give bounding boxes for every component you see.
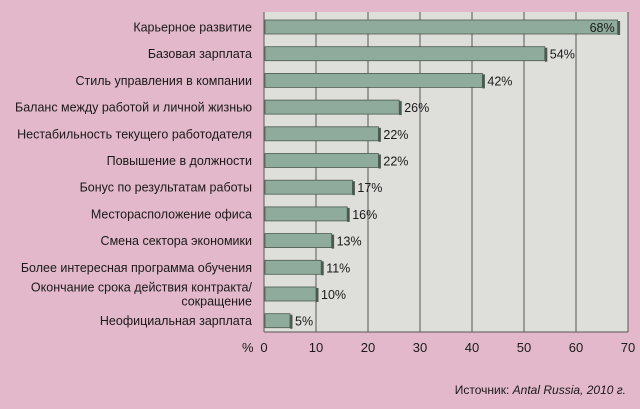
source-prefix: Источник: (455, 383, 513, 397)
bar (264, 99, 400, 115)
source-note: Источник: Antal Russia, 2010 г. (455, 383, 626, 397)
bar (264, 46, 546, 62)
bar (264, 153, 379, 168)
x-axis-unit-label: % (242, 340, 254, 355)
category-label: Более интересная программа обучения (21, 261, 252, 275)
x-tick-label: 30 (413, 340, 427, 355)
bar-shadow (617, 21, 621, 35)
bar-shadow (347, 207, 350, 222)
category-label: Баланс между работой и личной жизнью (15, 101, 252, 115)
value-label: 10% (321, 288, 346, 302)
category-label: Карьерное развитие (133, 21, 252, 35)
value-label: 42% (487, 74, 512, 88)
category-label: Стиль управления в компании (75, 74, 252, 88)
value-label: 5% (295, 315, 313, 329)
category-label: сокращение (181, 295, 252, 309)
bar-shadow (352, 181, 355, 196)
value-label: 54% (550, 48, 575, 62)
bar-shadow (331, 234, 335, 249)
gridlines (263, 12, 629, 333)
x-tick-label: 0 (260, 340, 267, 355)
bar-shadow (482, 74, 485, 89)
x-tick-label: 40 (465, 340, 479, 355)
value-label: 11% (326, 261, 350, 275)
source-name: Antal Russia (512, 383, 581, 397)
value-label: 17% (357, 181, 382, 195)
bar (264, 126, 379, 142)
bar-shadow (321, 261, 324, 276)
bars (264, 19, 621, 329)
x-tick-label: 70 (621, 340, 635, 355)
category-label: Базовая зарплата (148, 47, 252, 61)
category-label: Месторасположение офиса (91, 207, 252, 221)
x-tick-label: 20 (361, 340, 375, 355)
bar (264, 73, 483, 88)
x-axis-ticks: 0 10 20 30 40 50 60 70 (260, 340, 635, 355)
category-label: Окончание срока действия контракта/ (31, 281, 253, 295)
bar-shadow (378, 127, 381, 142)
category-label: Смена сектора экономики (101, 234, 252, 248)
category-label: Нестабильность текущего работодателя (17, 127, 252, 141)
category-label: Неофициальная зарплата (100, 314, 252, 328)
bar (264, 179, 353, 195)
bar-shadow (399, 101, 402, 116)
x-tick-label: 10 (309, 340, 323, 355)
bar (264, 286, 317, 302)
category-labels: Карьерное развитие Базовая зарплата Стиль … (15, 21, 252, 329)
value-label: 22% (383, 155, 408, 169)
plot-area (264, 12, 628, 332)
bar-shadow (290, 314, 293, 329)
value-label: 22% (383, 128, 408, 142)
value-labels: 68%54%42%26%22%22%17%16%13%11%10%5% (295, 21, 615, 329)
x-tick-label: 50 (517, 340, 531, 355)
source-suffix: , 2010 г. (580, 383, 626, 397)
bar (264, 313, 291, 329)
value-label: 68% (590, 21, 615, 35)
value-label: 13% (337, 235, 362, 249)
value-label: 16% (352, 208, 377, 222)
bar (264, 19, 619, 35)
category-label: Бонус по результатам работы (80, 181, 252, 195)
value-label: 26% (404, 101, 429, 115)
bar-shadow (316, 288, 319, 302)
bar (264, 233, 332, 249)
category-label: Повышение в должности (107, 154, 252, 168)
x-tick-label: 60 (569, 340, 583, 355)
bar-shadow (378, 154, 381, 169)
bar (264, 259, 322, 275)
bar-shadow (544, 47, 548, 62)
bar (264, 206, 348, 222)
